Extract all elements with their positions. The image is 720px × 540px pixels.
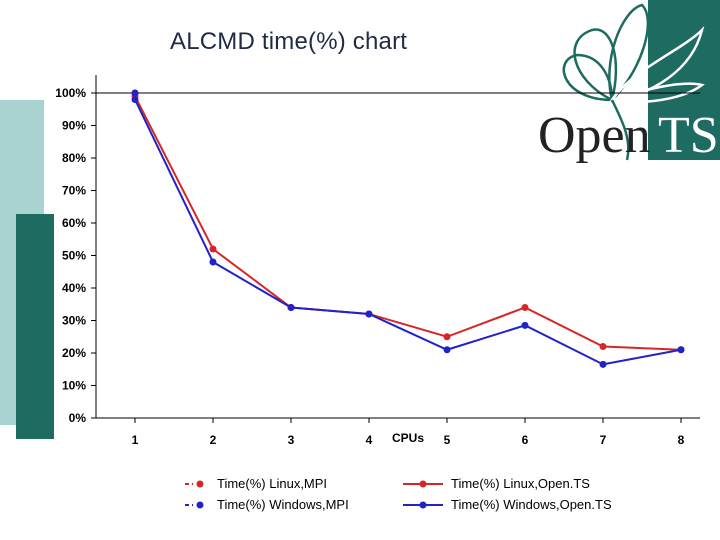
legend-marker-linux-mpi <box>185 480 204 487</box>
chart-title: ALCMD time(%) chart <box>170 28 408 55</box>
x-tick-label: 5 <box>444 433 451 447</box>
data-point <box>209 258 217 266</box>
y-tick-label: 60% <box>62 216 86 230</box>
data-point <box>443 333 451 341</box>
legend-marker-windows-mpi <box>185 501 204 508</box>
legend-marker-windows-opents <box>403 501 443 508</box>
series-line <box>134 95 682 351</box>
x-tick-label: 4 <box>366 433 373 447</box>
data-point <box>365 310 373 318</box>
data-point <box>599 360 607 368</box>
legend-label-windows-mpi: Time(%) Windows,MPI <box>217 497 349 512</box>
y-tick-label: 70% <box>62 184 86 198</box>
y-tick-label: 80% <box>62 151 86 165</box>
tick-labels: 0% 10% 20% 30% 40% 50% 60% 70% 80% 90% 100% 1 2 3 4 5 6 7… <box>55 86 684 447</box>
leaf-flower-logo-icon <box>562 3 705 161</box>
logo-text-open: Open <box>538 107 651 164</box>
x-axis-label: CPUs <box>392 431 424 445</box>
y-tick-label: 10% <box>62 379 86 393</box>
x-tick-label: 2 <box>210 433 217 447</box>
y-tick-label: 30% <box>62 314 86 328</box>
series-line <box>134 99 682 366</box>
logo-green-panel <box>648 0 720 160</box>
x-tick-label: 1 <box>132 433 139 447</box>
series-3 <box>131 96 685 368</box>
decorative-bar-dark <box>16 214 54 439</box>
y-tick-label: 50% <box>62 249 86 263</box>
legend-item-windows-opents: Time(%) Windows,Open.TS <box>403 497 612 512</box>
data-point <box>677 346 685 354</box>
y-tick-label: 90% <box>62 119 86 133</box>
logo-text-ts: TS <box>658 107 719 164</box>
y-tick-label: 0% <box>69 411 87 425</box>
data-point <box>599 343 607 350</box>
series-2 <box>131 92 685 354</box>
data-point <box>443 346 451 354</box>
series-1 <box>131 89 139 97</box>
data-point <box>521 321 529 329</box>
legend-label-linux-mpi: Time(%) Linux,MPI <box>217 476 328 491</box>
y-tick-label: 20% <box>62 346 86 360</box>
x-tick-label: 7 <box>600 433 607 447</box>
legend-item-windows-mpi: Time(%) Windows,MPI <box>185 497 349 512</box>
axes <box>95 75 700 419</box>
legend-marker-linux-opents <box>403 480 443 487</box>
series-lines <box>131 89 685 368</box>
data-point <box>131 96 139 103</box>
legend-label-windows-opents: Time(%) Windows,Open.TS <box>451 497 612 512</box>
data-point <box>521 304 529 311</box>
legend-item-linux-mpi: Time(%) Linux,MPI <box>185 476 327 491</box>
data-point <box>131 89 139 97</box>
data-point <box>209 245 217 253</box>
opents-logo: Open TS <box>538 0 720 164</box>
legend-item-linux-opents: Time(%) Linux,Open.TS <box>403 476 590 491</box>
chart-legend: Time(%) Linux,MPI Time(%) Windows,MPI Ti… <box>185 476 645 516</box>
y-tick-label: 100% <box>55 86 86 100</box>
x-tick-label: 8 <box>678 433 685 447</box>
x-tick-label: 6 <box>522 433 529 447</box>
data-point <box>287 304 295 311</box>
legend-label-linux-opents: Time(%) Linux,Open.TS <box>451 476 590 491</box>
x-tick-label: 3 <box>288 433 295 447</box>
y-tick-label: 40% <box>62 281 86 295</box>
